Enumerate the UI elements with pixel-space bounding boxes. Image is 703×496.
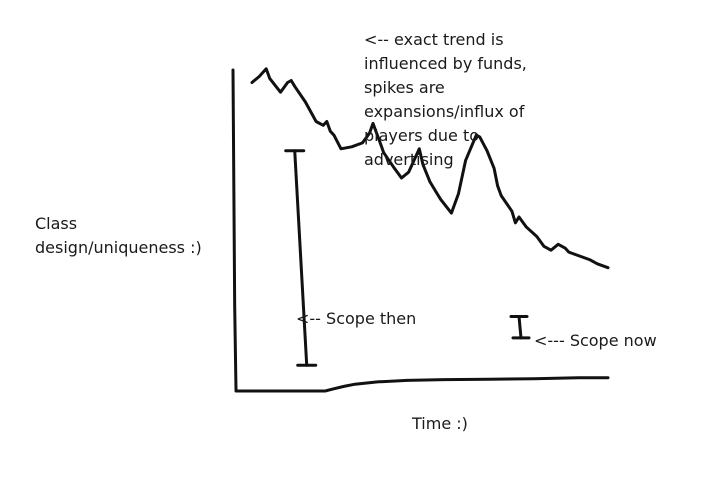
scope-then-bar [284, 149, 318, 367]
x-axis-line [234, 376, 610, 393]
chart-axes [231, 68, 610, 393]
trend-annotation-line: spikes are [364, 78, 445, 97]
trend-annotation: <-- exact trend is influenced by funds, … [364, 28, 527, 172]
scope-now-label: <--- Scope now [534, 331, 657, 350]
scope-now-bar [509, 314, 531, 340]
scope-now-bar-stem [517, 314, 523, 340]
y-axis-label-line: Class [35, 214, 78, 233]
scope-then-bar-stem [293, 149, 309, 367]
trend-annotation-line: influenced by funds, [364, 54, 527, 73]
scope-then-label: <-- Scope then [296, 309, 417, 328]
trend-annotation-line: players due to [364, 126, 480, 145]
y-axis-label-line: design/uniqueness :) [35, 238, 202, 257]
trend-annotation-line: advertising [364, 150, 454, 169]
trend-annotation-line: expansions/influx of [364, 102, 525, 121]
trend-line [250, 67, 610, 270]
y-axis-line [231, 68, 238, 392]
trend-annotation-line: <-- exact trend is [364, 30, 504, 49]
y-axis-label: Class design/uniqueness :) [35, 212, 202, 260]
x-axis-label: Time :) [412, 414, 468, 433]
